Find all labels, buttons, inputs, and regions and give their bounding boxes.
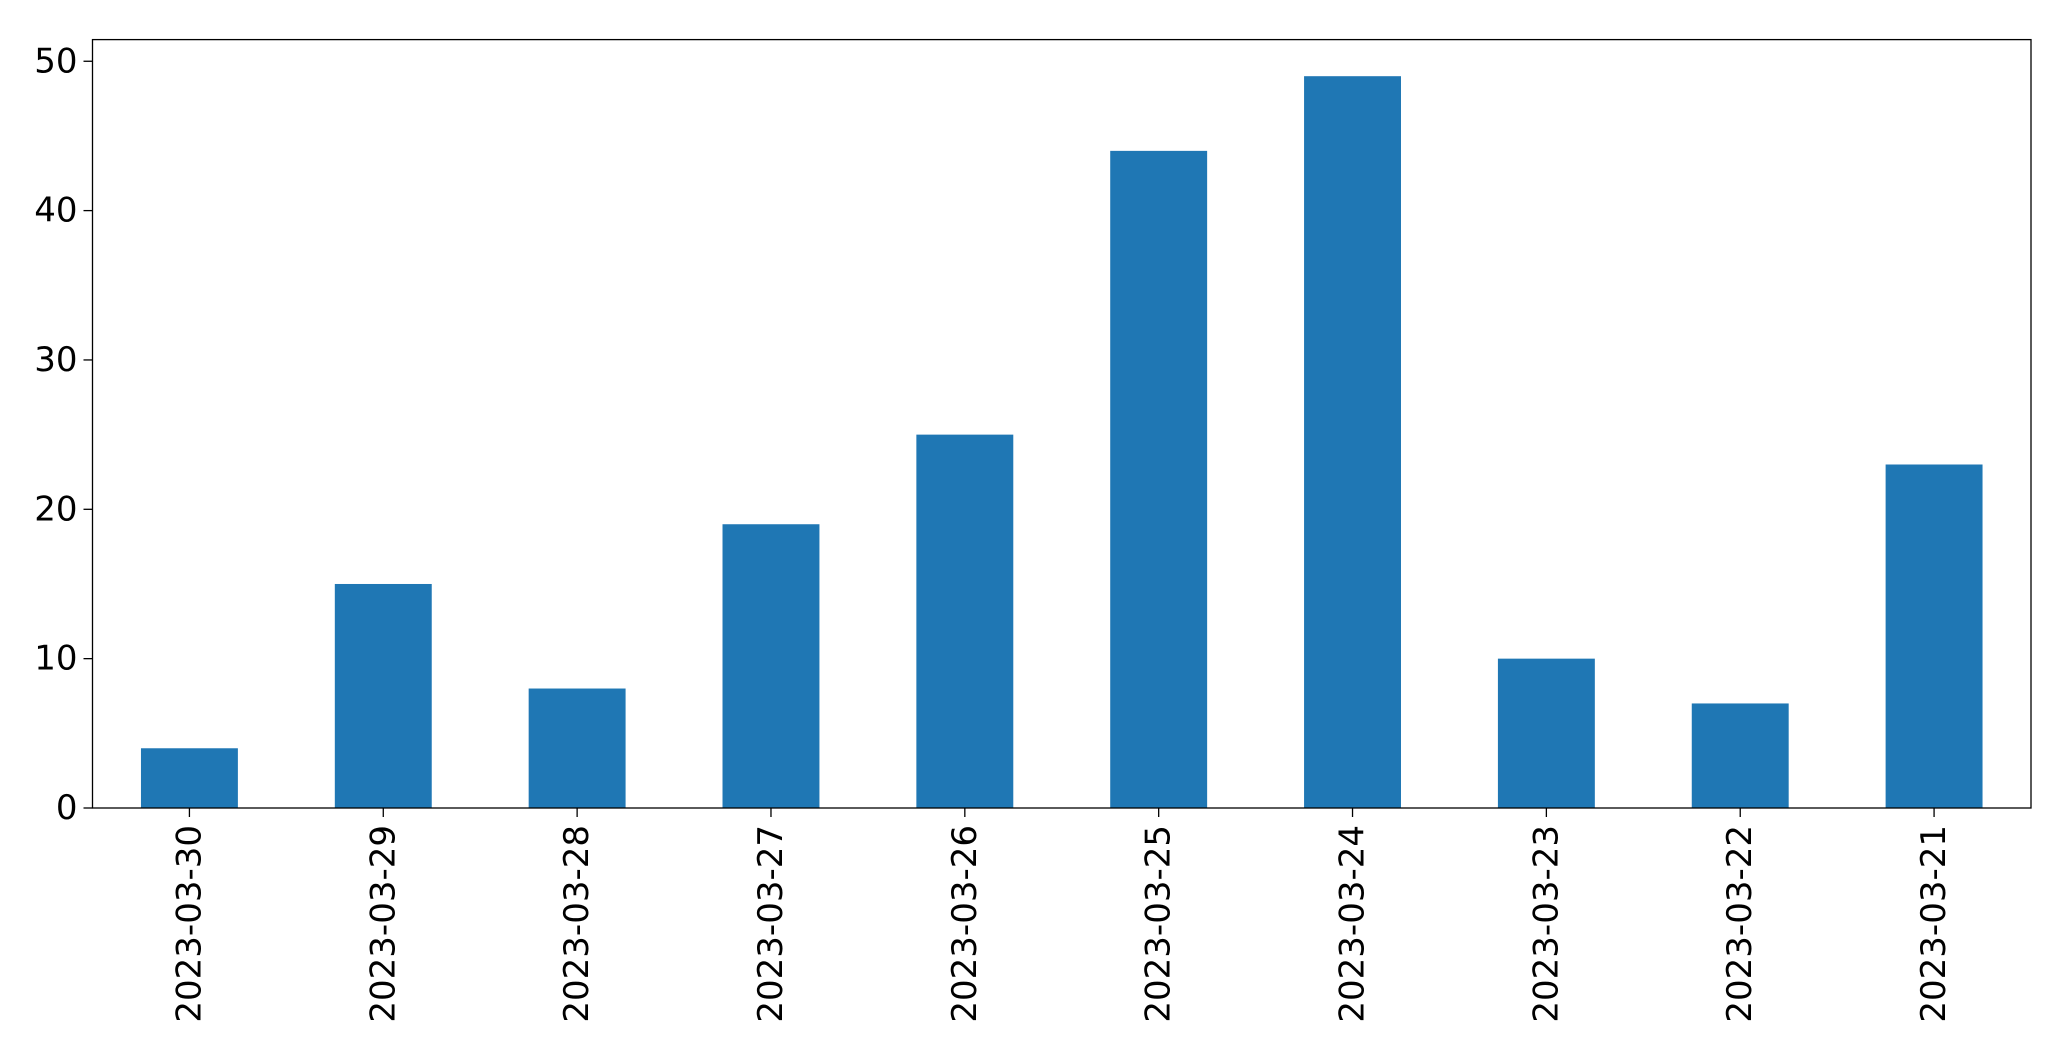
x-tick-label: 2023-03-25 (1139, 825, 1179, 1023)
x-tick-label: 2023-03-22 (1720, 825, 1760, 1023)
y-tick-label: 30 (34, 340, 77, 380)
x-tick-label: 2023-03-28 (557, 825, 597, 1023)
bar (140, 748, 238, 808)
bar (1110, 150, 1208, 808)
x-tick-label: 2023-03-27 (751, 825, 791, 1023)
y-tick-label: 0 (56, 788, 78, 828)
y-tick-label: 40 (34, 191, 77, 231)
y-tick-label: 20 (34, 489, 77, 529)
plot-frame (91, 38, 2032, 809)
bar (1691, 703, 1789, 808)
bar (1304, 76, 1401, 808)
bar (722, 524, 820, 808)
bar (334, 583, 432, 808)
bar (916, 434, 1014, 808)
x-tick-label: 2023-03-21 (1914, 825, 1954, 1023)
y-tick-label: 50 (34, 41, 77, 81)
bar (1885, 464, 1983, 808)
x-tick-label: 2023-03-26 (945, 825, 985, 1023)
x-tick-label: 2023-03-24 (1333, 825, 1373, 1023)
x-tick-label: 2023-03-29 (363, 825, 403, 1023)
x-tick-label: 2023-03-23 (1526, 825, 1566, 1023)
x-tick-label: 2023-03-30 (169, 825, 209, 1023)
y-tick-label: 10 (34, 639, 77, 679)
bar (528, 688, 626, 808)
bar (1497, 658, 1595, 808)
